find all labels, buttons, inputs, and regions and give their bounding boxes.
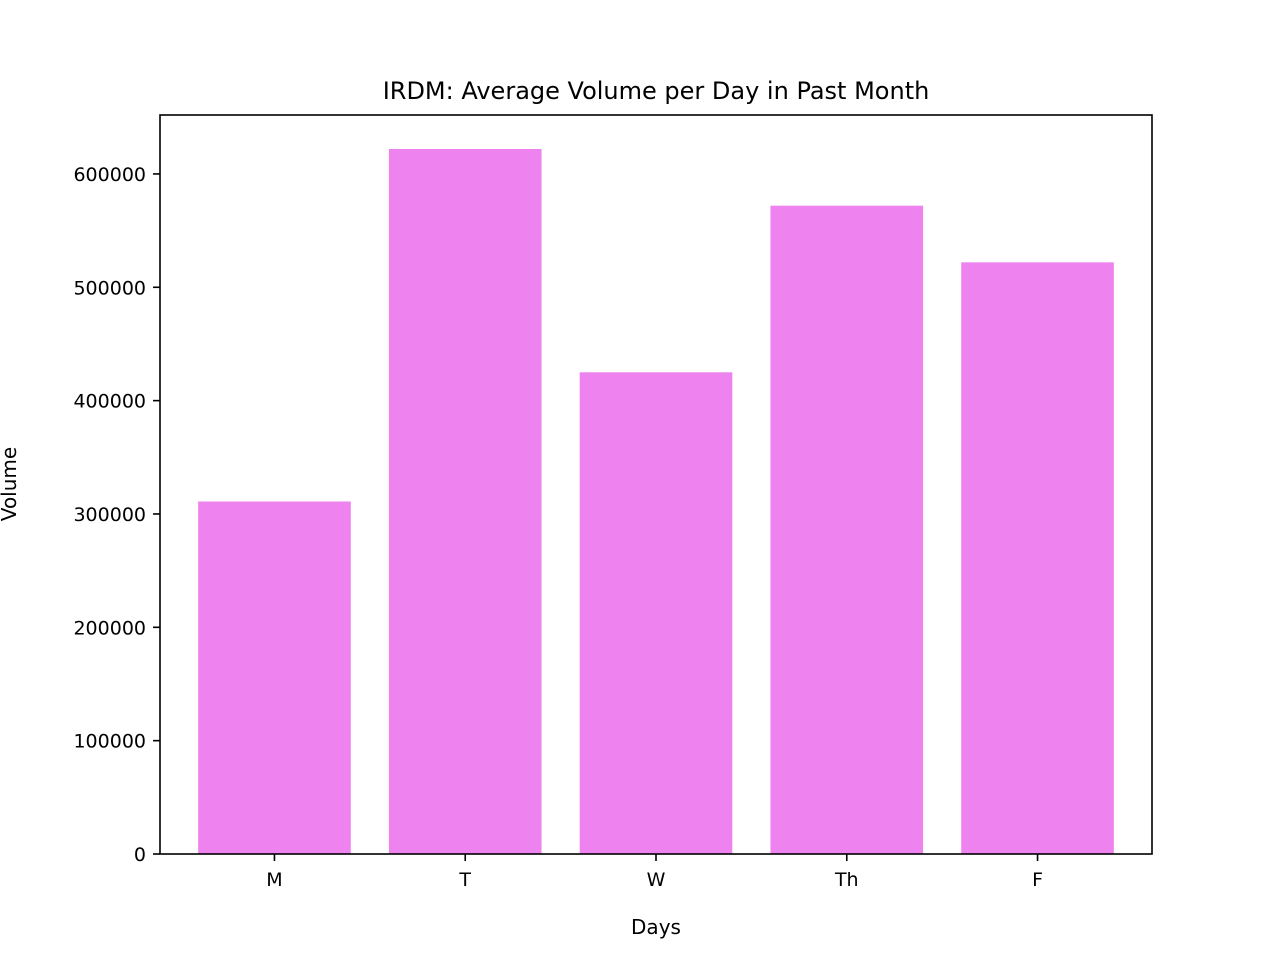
bar-m [198, 501, 351, 854]
x-axis-ticks: M T W Th F [266, 854, 1043, 891]
bar-w [579, 372, 733, 854]
bars-group [198, 149, 1114, 855]
x-tick-label: W [647, 869, 666, 891]
bar-f [961, 262, 1114, 854]
y-tick-label: 100000 [73, 731, 146, 753]
x-axis-label: Days [631, 915, 681, 939]
y-tick-label: 200000 [73, 617, 146, 639]
y-tick-label: 0 [134, 844, 146, 866]
x-tick-label: F [1032, 869, 1043, 891]
bar-th [770, 205, 924, 854]
x-tick-label: Th [834, 869, 859, 891]
y-tick-label: 600000 [73, 164, 146, 186]
y-axis-ticks: 0 100000 200000 300000 400000 500000 600000 [73, 164, 160, 866]
y-tick-label: 300000 [73, 504, 146, 526]
y-axis-label: Volume [0, 447, 21, 521]
y-tick-label: 400000 [73, 391, 146, 413]
x-tick-label: T [458, 869, 471, 891]
bar-t [388, 149, 542, 855]
chart-title: IRDM: Average Volume per Day in Past Mon… [383, 77, 930, 105]
y-tick-label: 500000 [73, 277, 146, 299]
plot-area-frame [159, 114, 1153, 855]
x-tick-label: M [266, 869, 282, 891]
